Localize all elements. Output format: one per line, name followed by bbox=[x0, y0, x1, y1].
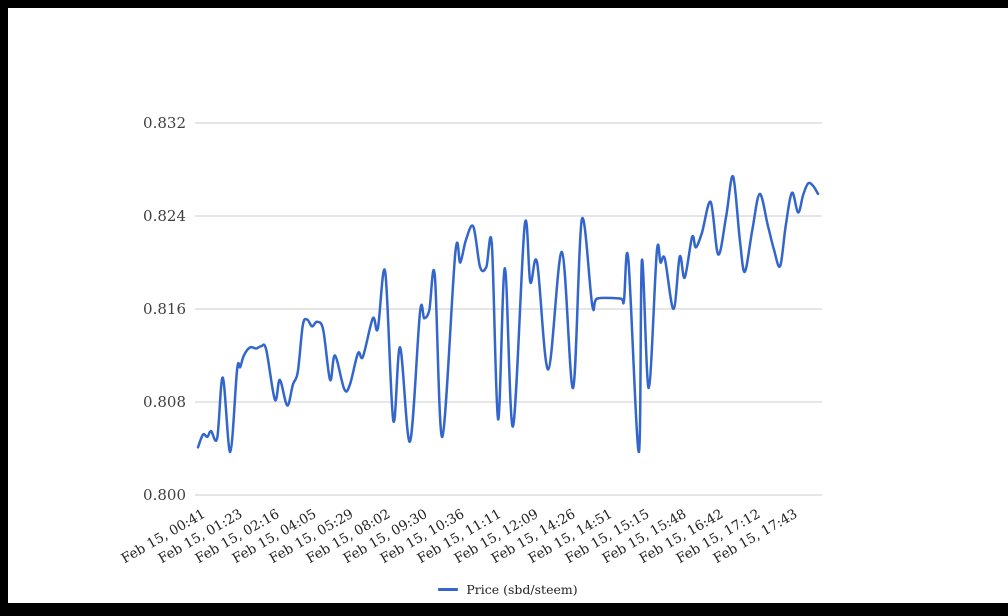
price-line-series bbox=[196, 175, 820, 454]
legend-line-swatch bbox=[438, 588, 459, 591]
y-axis-tick-label: 0.816 bbox=[143, 300, 186, 318]
legend: Price (sbd/steem) bbox=[8, 582, 1008, 597]
legend-label: Price (sbd/steem) bbox=[466, 582, 578, 597]
y-axis-tick-label: 0.824 bbox=[143, 207, 186, 225]
y-axis-tick-label: 0.832 bbox=[143, 114, 186, 132]
y-axis-tick-label: 0.800 bbox=[143, 486, 186, 504]
y-axis-tick-label: 0.808 bbox=[143, 393, 186, 411]
